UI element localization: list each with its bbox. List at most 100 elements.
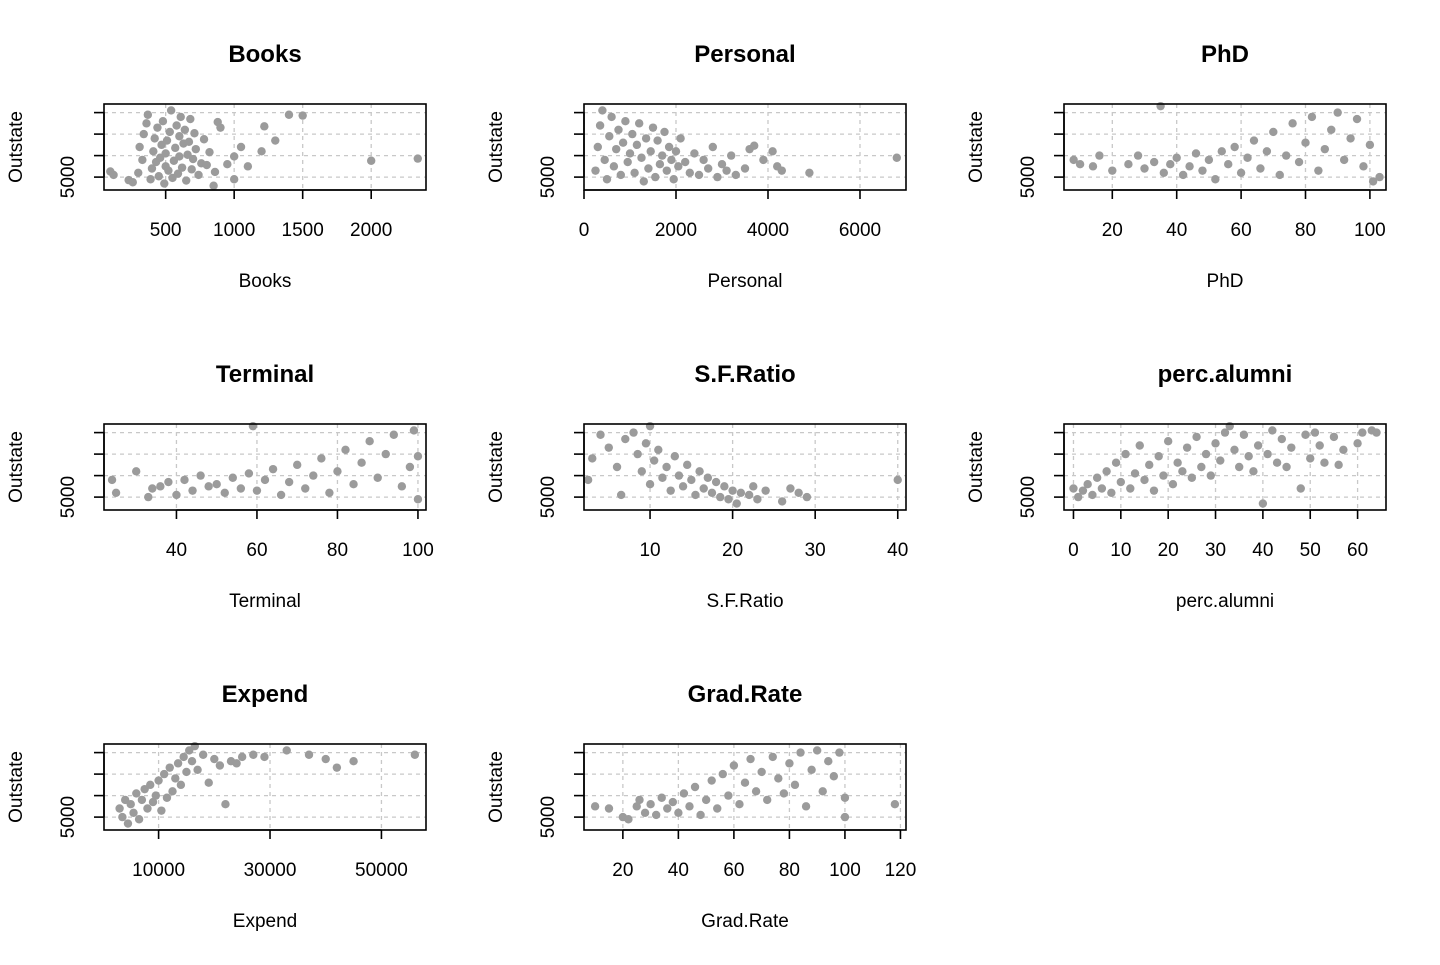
data-point <box>604 443 613 452</box>
data-point <box>1198 166 1207 175</box>
data-point <box>244 469 254 478</box>
data-point <box>777 497 787 506</box>
data-point <box>632 140 642 150</box>
data-point <box>257 147 266 156</box>
data-point <box>209 181 218 190</box>
x-tick-label: 40 <box>1252 540 1273 561</box>
data-point <box>413 452 423 461</box>
data-point <box>317 454 326 463</box>
data-point <box>683 460 692 470</box>
data-point <box>223 160 232 169</box>
data-point <box>753 495 762 504</box>
data-point <box>357 458 366 467</box>
data-point <box>1108 166 1117 175</box>
data-point <box>304 750 314 759</box>
data-point <box>1310 428 1320 437</box>
data-point <box>381 449 390 459</box>
data-point <box>1320 458 1329 467</box>
x-tick-label: 2000 <box>350 220 392 241</box>
x-axis-label: Books <box>239 271 292 292</box>
x-axis-label: Personal <box>708 271 783 292</box>
data-point <box>646 800 655 809</box>
data-point <box>774 774 783 783</box>
data-point <box>768 752 777 762</box>
data-point <box>1352 114 1362 124</box>
y-axis-label: Outstate <box>6 751 27 823</box>
data-point <box>718 769 727 779</box>
data-point <box>107 475 117 485</box>
data-point <box>1314 166 1323 175</box>
data-point <box>168 787 177 796</box>
y-tick-label: 5000 <box>58 476 79 518</box>
data-point <box>1339 445 1348 454</box>
data-point <box>228 473 237 482</box>
data-point <box>191 144 201 154</box>
data-point <box>678 482 688 491</box>
data-point <box>1249 467 1258 476</box>
data-point <box>779 789 789 798</box>
data-point <box>759 155 768 165</box>
x-tick-label: 30 <box>1205 540 1226 561</box>
data-point <box>708 142 717 152</box>
data-point <box>175 132 184 141</box>
data-point <box>182 176 191 185</box>
data-point <box>1307 112 1317 122</box>
chart-phd: PhD 20 40 60 80 100 5000 PhD Outstate <box>966 41 1387 292</box>
data-point <box>1346 134 1355 143</box>
data-point <box>1069 155 1078 165</box>
data-point <box>713 172 722 182</box>
data-point <box>1294 157 1304 167</box>
data-point <box>646 147 655 156</box>
data-point <box>1287 443 1296 452</box>
data-point <box>731 170 740 180</box>
y-axis-label: Outstate <box>486 751 507 823</box>
data-point <box>216 123 225 132</box>
data-point <box>176 112 185 122</box>
x-tick-label: 1000 <box>213 220 255 241</box>
x-tick-label: 6000 <box>839 220 881 241</box>
data-point <box>1306 454 1315 463</box>
data-point <box>1268 426 1277 435</box>
data-point <box>1145 460 1154 470</box>
data-point <box>768 147 777 156</box>
data-point <box>156 482 165 491</box>
data-point <box>824 757 833 766</box>
x-tick-label: 60 <box>246 540 267 561</box>
data-point <box>674 808 683 817</box>
data-point <box>1359 162 1368 171</box>
data-point <box>777 166 786 175</box>
data-point <box>134 168 143 177</box>
data-point <box>630 168 639 177</box>
data-point <box>641 134 651 143</box>
x-axis-label: S.F.Ratio <box>706 591 783 612</box>
data-point <box>644 164 653 173</box>
data-point <box>637 153 646 162</box>
data-point <box>111 488 121 497</box>
data-point <box>1124 160 1133 169</box>
data-point <box>271 136 280 145</box>
data-point <box>409 426 419 435</box>
data-point <box>660 127 669 137</box>
data-point <box>138 155 147 165</box>
data-point <box>593 142 602 152</box>
data-point <box>132 789 141 798</box>
data-point <box>653 136 662 145</box>
data-point <box>176 780 186 790</box>
data-point <box>840 812 850 822</box>
data-point <box>164 166 173 175</box>
data-point <box>1159 471 1168 480</box>
data-point <box>1263 449 1272 459</box>
data-point <box>282 746 291 755</box>
data-point <box>199 135 209 144</box>
data-point <box>260 475 270 485</box>
data-point <box>1173 458 1182 467</box>
data-point <box>1375 172 1384 182</box>
chart-perc-alumni: perc.alumni 0 10 20 30 40 50 60 5000 perc.alumni O… <box>966 361 1387 612</box>
data-point <box>1140 164 1149 173</box>
x-tick-label: 80 <box>779 860 800 881</box>
chart-grad-rate: Grad.Rate 20 40 60 80 100 120 5000 Grad.Rate Outs… <box>486 681 916 932</box>
data-point <box>1253 441 1263 450</box>
data-point <box>640 808 650 817</box>
data-point <box>637 467 646 476</box>
data-point <box>612 144 621 154</box>
